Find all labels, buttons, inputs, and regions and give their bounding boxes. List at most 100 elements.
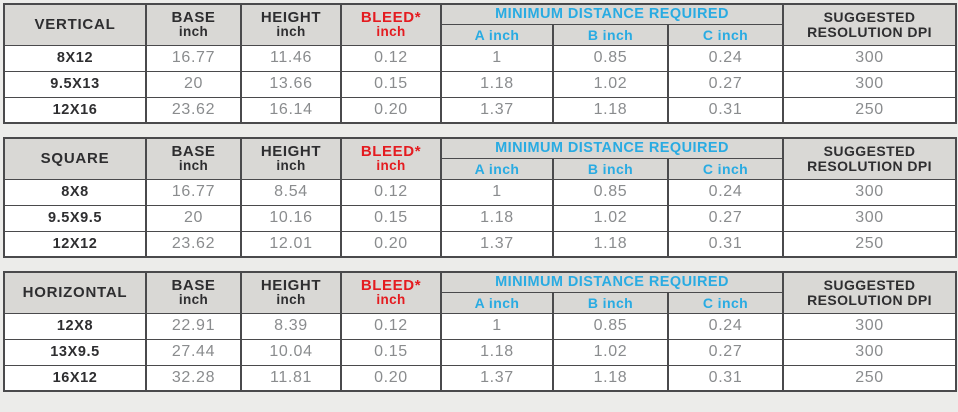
spec-table-vertical: VERTICAL BASE inch HEIGHT inch BLEED* in…	[3, 3, 958, 124]
spec-table-horizontal: HORIZONTAL BASE inch HEIGHT inch BLEED* …	[3, 271, 958, 392]
cell-a: 1.18	[440, 338, 554, 366]
cell-bleed: 0.12	[340, 178, 442, 206]
cell-dpi: 300	[782, 178, 958, 206]
cell-size: 9.5X13	[3, 70, 147, 98]
col-header-base: BASE inch	[145, 137, 242, 180]
cell-c: 0.31	[666, 230, 785, 258]
col-header-b: B inch	[552, 157, 669, 180]
cell-a: 1.37	[440, 230, 554, 258]
cell-height: 8.39	[240, 312, 342, 340]
col-header-height-label: HEIGHT	[260, 277, 322, 295]
cell-bleed: 0.20	[340, 364, 442, 392]
cell-a: 1.37	[440, 364, 554, 392]
cell-a: 1.18	[440, 70, 554, 98]
cell-height: 10.04	[240, 338, 342, 366]
col-header-height: HEIGHT inch	[240, 137, 342, 180]
col-header-resolution: SUGGESTED RESOLUTION DPI	[782, 137, 958, 180]
cell-bleed: 0.15	[340, 204, 442, 232]
col-header-resolution-line1: SUGGESTED	[823, 276, 916, 293]
col-group-min-distance: MINIMUM DISTANCE REQUIRED	[439, 3, 785, 25]
table-row: 12X8 22.91 8.39 0.12 1 0.85 0.24 300	[3, 312, 958, 340]
col-header-resolution-line2: RESOLUTION DPI	[807, 157, 932, 174]
cell-size: 16X12	[3, 364, 147, 392]
table-title-vertical: VERTICAL	[3, 3, 147, 46]
cell-height: 11.81	[240, 364, 342, 392]
subheader-row: A inch B inch C inch	[4, 23, 956, 46]
cell-bleed: 0.20	[340, 96, 442, 124]
col-header-base-unit: inch	[178, 292, 209, 308]
cell-height: 12.01	[240, 230, 342, 258]
cell-base: 16.77	[145, 44, 242, 72]
col-header-bleed: BLEED* inch	[340, 271, 442, 314]
col-header-height-unit: inch	[276, 292, 306, 308]
col-header-bleed-unit: inch	[376, 292, 406, 308]
cell-dpi: 300	[782, 338, 958, 366]
cell-bleed: 0.12	[340, 312, 442, 340]
cell-b: 1.18	[552, 96, 669, 124]
col-header-bleed-label: BLEED*	[360, 9, 422, 27]
header-row: HORIZONTAL BASE inch HEIGHT inch BLEED* …	[3, 271, 958, 314]
cell-c: 0.31	[666, 364, 785, 392]
cell-dpi: 300	[782, 204, 958, 232]
cell-dpi: 300	[782, 70, 958, 98]
table-row: 8X12 16.77 11.46 0.12 1 0.85 0.24 300	[3, 44, 958, 72]
col-header-bleed-label: BLEED*	[360, 143, 422, 161]
header-row: SQUARE BASE inch HEIGHT inch BLEED* inch…	[3, 137, 958, 180]
col-header-resolution-line1: SUGGESTED	[823, 142, 916, 159]
col-header-bleed-unit: inch	[376, 24, 406, 40]
cell-bleed: 0.20	[340, 230, 442, 258]
cell-b: 1.18	[552, 364, 669, 392]
cell-base: 22.91	[145, 312, 242, 340]
cell-base: 20	[145, 70, 242, 98]
col-header-base: BASE inch	[145, 271, 242, 314]
col-header-resolution: SUGGESTED RESOLUTION DPI	[782, 271, 958, 314]
col-header-height: HEIGHT inch	[240, 3, 342, 46]
cell-a: 1.37	[440, 96, 554, 124]
cell-c: 0.27	[666, 338, 785, 366]
col-header-base: BASE inch	[145, 3, 242, 46]
col-header-c: C inch	[666, 291, 785, 314]
cell-height: 8.54	[240, 178, 342, 206]
cell-base: 23.62	[145, 96, 242, 124]
col-header-resolution-line2: RESOLUTION DPI	[807, 291, 932, 308]
col-header-a: A inch	[440, 157, 554, 180]
cell-size: 13X9.5	[3, 338, 147, 366]
col-header-height-label: HEIGHT	[260, 9, 322, 27]
col-header-b: B inch	[552, 23, 669, 46]
col-header-bleed: BLEED* inch	[340, 137, 442, 180]
cell-c: 0.24	[666, 44, 785, 72]
col-header-resolution-line2: RESOLUTION DPI	[807, 23, 932, 40]
col-header-height-label: HEIGHT	[260, 143, 322, 161]
col-header-base-label: BASE	[171, 143, 216, 161]
col-header-base-label: BASE	[171, 277, 216, 295]
col-header-base-unit: inch	[178, 24, 209, 40]
table-row: 9.5X9.5 20 10.16 0.15 1.18 1.02 0.27 300	[3, 204, 958, 232]
col-header-c: C inch	[666, 23, 785, 46]
cell-a: 1	[440, 44, 554, 72]
col-header-bleed-label: BLEED*	[360, 277, 422, 295]
header-row: VERTICAL BASE inch HEIGHT inch BLEED* in…	[3, 3, 958, 46]
cell-a: 1	[440, 178, 554, 206]
cell-size: 12X16	[3, 96, 147, 124]
table-row: 16X12 32.28 11.81 0.20 1.37 1.18 0.31 25…	[3, 364, 958, 392]
col-header-c: C inch	[666, 157, 785, 180]
col-header-height-unit: inch	[276, 24, 306, 40]
cell-dpi: 300	[782, 312, 958, 340]
cell-dpi: 250	[782, 96, 958, 124]
col-header-bleed: BLEED* inch	[340, 3, 442, 46]
table-row: 13X9.5 27.44 10.04 0.15 1.18 1.02 0.27 3…	[3, 338, 958, 366]
table-title-square: SQUARE	[3, 137, 147, 180]
cell-base: 23.62	[145, 230, 242, 258]
cell-size: 8X12	[3, 44, 147, 72]
cell-c: 0.27	[666, 70, 785, 98]
col-group-min-distance: MINIMUM DISTANCE REQUIRED	[439, 137, 785, 159]
cell-height: 13.66	[240, 70, 342, 98]
cell-c: 0.24	[666, 312, 785, 340]
col-header-resolution: SUGGESTED RESOLUTION DPI	[782, 3, 958, 46]
cell-a: 1	[440, 312, 554, 340]
cell-base: 16.77	[145, 178, 242, 206]
print-spec-sheet: VERTICAL BASE inch HEIGHT inch BLEED* in…	[3, 3, 958, 392]
cell-b: 1.02	[552, 204, 669, 232]
col-header-height-unit: inch	[276, 158, 306, 174]
cell-size: 12X8	[3, 312, 147, 340]
